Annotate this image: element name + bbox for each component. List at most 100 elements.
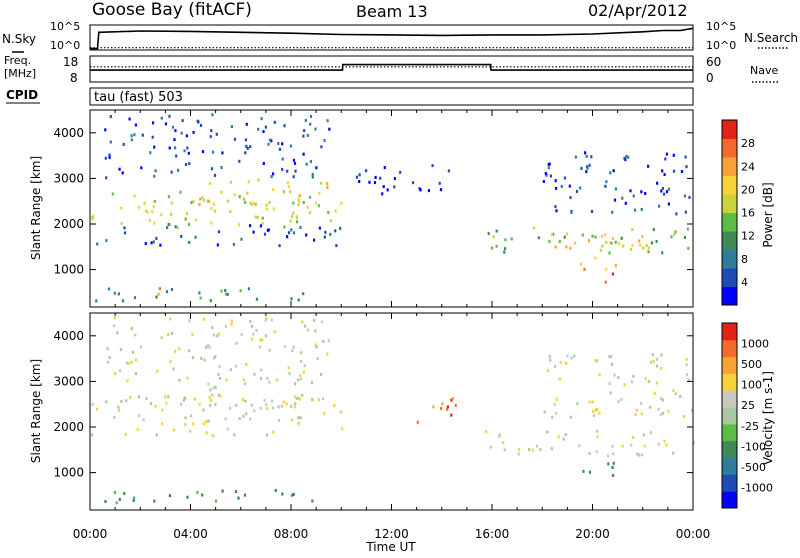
heatmap-cell: [277, 418, 281, 422]
heatmap-cell: [510, 237, 513, 241]
heatmap-cell: [105, 176, 108, 180]
heatmap-cell: [665, 443, 668, 447]
heatmap-cell: [355, 175, 358, 179]
heatmap-cell: [569, 415, 572, 419]
heatmap-cell: [123, 231, 127, 235]
heatmap-cell: [266, 406, 269, 410]
heatmap-cell: [657, 442, 660, 446]
heatmap-cell: [440, 407, 443, 411]
x-tick-label: 12:00: [374, 527, 409, 541]
heatmap-cell: [286, 169, 289, 173]
power-yaxis: 1000 2000 3000 4000: [53, 126, 693, 277]
heatmap-cell: [638, 453, 641, 457]
heatmap-cell: [656, 181, 659, 185]
heatmap-cell: [129, 395, 132, 399]
heatmap-cell: [623, 156, 626, 160]
heatmap-cell: [260, 117, 263, 121]
heatmap-cell: [153, 221, 156, 225]
heatmap-cell: [144, 209, 148, 213]
heatmap-cell: [148, 218, 151, 222]
heatmap-cell: [179, 190, 182, 194]
heatmap-cell: [645, 244, 648, 247]
heatmap-cell: [247, 287, 250, 291]
heatmap-cell: [609, 391, 612, 395]
heatmap-cell: [181, 119, 184, 123]
heatmap-cell: [257, 127, 260, 131]
power-colorbar: 28 24 20 16 12 8 4: [721, 119, 755, 306]
heatmap-cell: [640, 412, 643, 416]
velocity-colorbar: 1000 500 100 25 -25 -100 -500 -1000: [721, 322, 773, 509]
heatmap-cell: [611, 466, 614, 469]
heatmap-cell: [282, 190, 285, 194]
heatmap-cell: [159, 243, 162, 247]
heatmap-cell: [663, 439, 666, 443]
heatmap-cell: [578, 444, 581, 448]
heatmap-cell: [563, 235, 566, 239]
freq-tick-bottom: 8: [70, 71, 78, 85]
heatmap-cell: [302, 152, 305, 156]
heatmap-cell: [249, 417, 252, 421]
heatmap-cell: [627, 155, 630, 159]
heatmap-cell: [123, 492, 126, 496]
heatmap-cell: [537, 236, 540, 240]
heatmap-cell: [209, 182, 212, 185]
heatmap-cell: [253, 372, 256, 376]
heatmap-cell: [161, 422, 164, 426]
heatmap-cell: [548, 162, 551, 166]
heatmap-cell: [610, 241, 613, 245]
heatmap-cell: [647, 250, 650, 254]
heatmap-cell: [210, 129, 213, 133]
heatmap-cell: [306, 328, 309, 332]
heatmap-cell: [130, 134, 133, 138]
heatmap-cell: [137, 205, 140, 209]
heatmap-cell: [609, 171, 612, 175]
heatmap-cell: [612, 461, 615, 465]
heatmap-cell: [340, 410, 343, 414]
colorbar-swatch: [722, 373, 737, 391]
heatmap-cell: [329, 232, 332, 236]
heatmap-cell: [172, 428, 176, 432]
heatmap-cell: [314, 201, 317, 205]
heatmap-cell: [326, 119, 329, 123]
heatmap-cell: [216, 243, 219, 247]
heatmap-cell: [257, 178, 260, 182]
heatmap-cell: [184, 423, 187, 426]
heatmap-cell: [292, 175, 295, 179]
heatmap-cell: [203, 198, 206, 202]
heatmap-cell: [229, 180, 232, 184]
heatmap-cell: [309, 114, 313, 118]
heatmap-cell: [554, 245, 557, 249]
heatmap-cell: [208, 345, 211, 349]
heatmap-cell: [192, 130, 195, 134]
heatmap-cell: [548, 240, 551, 244]
heatmap-cell: [190, 201, 193, 204]
heatmap-cell: [575, 189, 579, 193]
heatmap-cell: [374, 175, 377, 179]
heatmap-cell: [143, 201, 146, 205]
nsearch-tick-top: 10^5: [706, 20, 736, 33]
heatmap-cell: [647, 164, 650, 168]
heatmap-cell: [234, 364, 238, 368]
heatmap-cell: [265, 203, 268, 207]
heatmap-cell: [180, 402, 183, 406]
colorbar-swatch: [722, 339, 737, 358]
heatmap-cell: [297, 396, 300, 400]
heatmap-cell: [238, 159, 241, 163]
heatmap-cell: [114, 372, 117, 375]
colorbar-swatch: [722, 157, 737, 176]
y-tick-label: 2000: [53, 217, 84, 231]
heatmap-cell: [172, 367, 175, 371]
heatmap-cell: [211, 113, 214, 117]
heatmap-cell: [662, 411, 665, 415]
heatmap-cell: [431, 164, 434, 168]
heatmap-cell: [297, 421, 300, 425]
heatmap-cell: [267, 228, 270, 232]
heatmap-cell: [498, 435, 501, 439]
heatmap-cell: [318, 191, 321, 195]
heatmap-cell: [305, 162, 308, 166]
heatmap-cell: [300, 360, 303, 364]
heatmap-cell: [309, 122, 312, 126]
heatmap-cell: [640, 190, 643, 194]
heatmap-cell: [243, 197, 246, 201]
